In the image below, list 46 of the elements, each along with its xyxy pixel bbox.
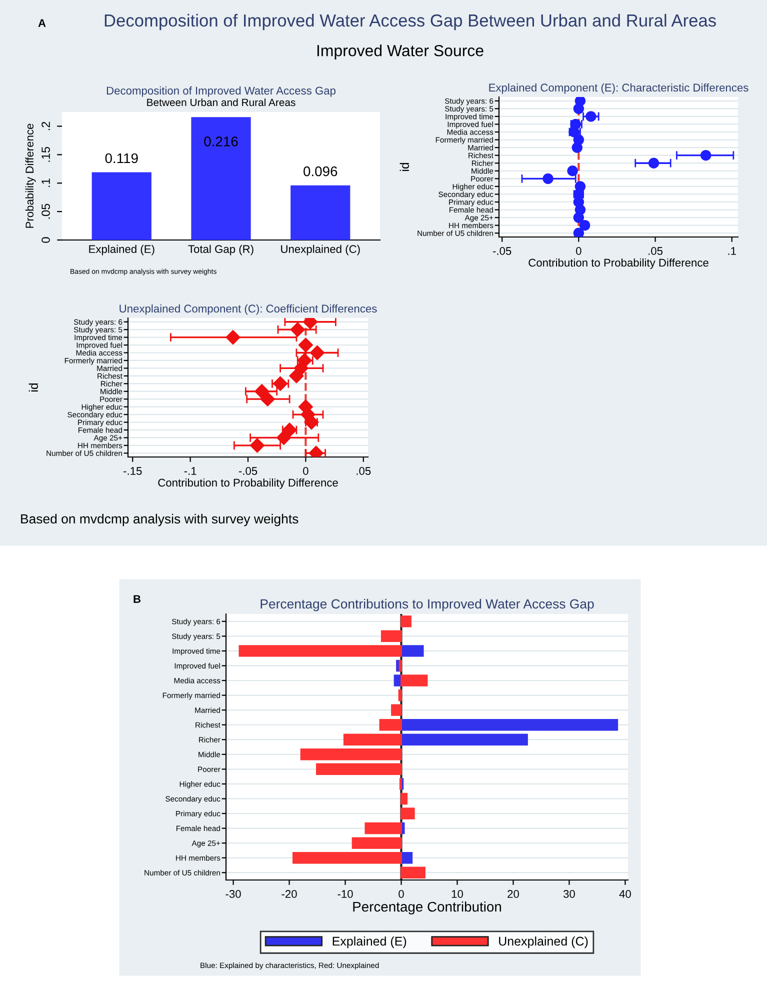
y-tick-label: .1 (42, 178, 50, 187)
text: Decomposition of Improved Water Access Gap Between Urban and Rural Areas (104, 14, 716, 30)
legend-label: Unexplained (C) (499, 936, 588, 948)
chart-subtitle: Between Urban and Rural Areas (147, 98, 296, 106)
x-tick-label: -.05 (238, 467, 258, 475)
x-tick-label: Explained (E) (89, 244, 154, 256)
data-label: 0.096 (304, 166, 338, 176)
x-tick-label: -.15 (124, 467, 142, 475)
x-tick-label: 30 (563, 890, 575, 898)
x-tick-label: 0 (398, 890, 404, 898)
x-tick-label: -30 (226, 890, 241, 898)
y-tick-label: 0 (42, 237, 50, 243)
y-tick-label: .05 (42, 204, 50, 219)
x-tick-label: Total Gap (R) (188, 244, 254, 256)
x-tick-label: -.1 (184, 467, 196, 475)
x-tick-label: -10 (338, 890, 353, 898)
y-tick-label: .2 (42, 122, 50, 130)
y-axis-title: id (28, 383, 38, 392)
x-tick-label: 0 (303, 467, 308, 475)
x-tick-label: 10 (452, 890, 463, 898)
y-axis-title: id (400, 162, 409, 172)
chart-title: Explained Component (E): Characteristic Differences (489, 83, 748, 94)
data-label: 0.216 (204, 136, 238, 146)
chart-title: Unexplained Component (C): Coefficient Differences (120, 304, 377, 315)
x-tick-label: .05 (356, 467, 371, 475)
x-tick-label: -.05 (492, 247, 512, 255)
x-axis-title: Contribution to Probability Difference (528, 258, 708, 269)
x-tick-label: Unexplained (C) (281, 244, 360, 256)
y-tick-label: .15 (42, 146, 50, 162)
y-axis-title: Probability Difference (25, 124, 36, 228)
x-axis-title: Contribution to Probability Difference (158, 478, 338, 489)
x-tick-label: 20 (508, 890, 519, 898)
x-axis-title: Percentage Contribution (353, 901, 501, 914)
x-tick-label: 40 (619, 890, 631, 898)
chart-title: Decomposition of Improved Water Access Gap (106, 86, 336, 97)
x-tick-label: -20 (282, 890, 297, 898)
text: A (38, 19, 46, 27)
data-label: 0.119 (105, 153, 138, 164)
x-tick-label: .1 (728, 247, 736, 255)
legend-label: Explained (E) (332, 936, 406, 948)
x-tick-label: 0 (576, 247, 582, 255)
text: Improved Water Source (317, 44, 484, 60)
x-tick-label: .05 (648, 247, 663, 255)
text: Based on mvdcmp analysis with survey weights (21, 514, 298, 526)
chart-title: Percentage Contributions to Improved Water Access Gap (260, 598, 594, 612)
text: B (134, 595, 141, 603)
